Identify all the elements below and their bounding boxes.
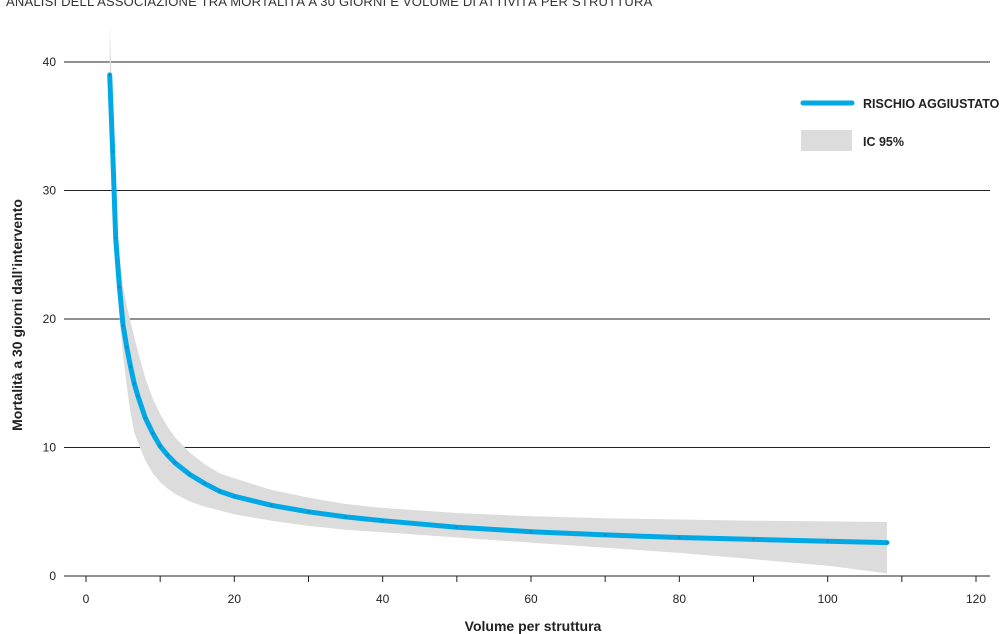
- legend-label-ci: IC 95%: [863, 135, 904, 149]
- risk-point: [603, 533, 607, 537]
- x-axis-label: Volume per struttura: [465, 618, 602, 634]
- risk-point: [118, 285, 121, 289]
- x-axis: [64, 575, 990, 582]
- tick-labels: 0 10 20 30 40 0 20 40 60 80 100 120: [43, 55, 987, 606]
- risk-point: [270, 503, 273, 507]
- x-tick-label: 80: [673, 592, 687, 606]
- y-tick-label: 30: [43, 184, 57, 198]
- x-tick-label: 40: [376, 592, 390, 606]
- risk-point: [885, 541, 889, 544]
- risk-point: [143, 416, 147, 420]
- risk-point: [307, 510, 310, 514]
- risk-point: [125, 345, 129, 349]
- risk-line: [107, 72, 890, 546]
- risk-point: [114, 236, 118, 240]
- y-tick-label: 0: [49, 569, 56, 583]
- risk-point: [529, 530, 533, 534]
- y-tick-label: 40: [43, 55, 57, 69]
- chart-title: ANALISI DELL'ASSOCIAZIONE TRA MORTALITÀ …: [6, 0, 653, 9]
- y-axis-label: Mortalità a 30 giorni dall’intervento: [9, 199, 25, 431]
- legend-label-risk: RISCHIO AGGIUSTATO: [863, 97, 1000, 111]
- risk-point: [232, 494, 236, 498]
- y-tick-label: 20: [43, 312, 57, 326]
- risk-point: [132, 381, 136, 385]
- risk-point: [173, 461, 177, 465]
- risk-point: [218, 489, 221, 493]
- y-tick-label: 10: [43, 441, 57, 455]
- risk-point: [381, 519, 385, 523]
- x-tick-label: 100: [818, 592, 838, 606]
- x-tick-label: 20: [228, 592, 242, 606]
- risk-point: [344, 515, 347, 519]
- x-tick-label: 60: [524, 592, 538, 606]
- legend-band-swatch: [801, 130, 852, 151]
- risk-point: [111, 150, 115, 154]
- x-tick-label: 120: [966, 592, 986, 606]
- risk-point: [752, 538, 755, 541]
- risk-point: [455, 525, 459, 529]
- grid-lines: [64, 61, 990, 448]
- risk-point: [136, 394, 140, 398]
- risk-point: [826, 539, 830, 543]
- risk-point: [129, 365, 132, 368]
- risk-point: [108, 73, 112, 77]
- risk-point: [121, 324, 125, 327]
- risk-point: [158, 444, 162, 448]
- risk-point: [188, 473, 192, 476]
- risk-point: [151, 432, 155, 435]
- risk-point: [166, 453, 170, 457]
- legend: RISCHIO AGGIUSTATO IC 95%: [800, 97, 1000, 151]
- risk-line-layer: [107, 72, 890, 546]
- risk-point: [203, 482, 207, 485]
- x-tick-label: 0: [83, 592, 90, 606]
- risk-point: [677, 536, 681, 539]
